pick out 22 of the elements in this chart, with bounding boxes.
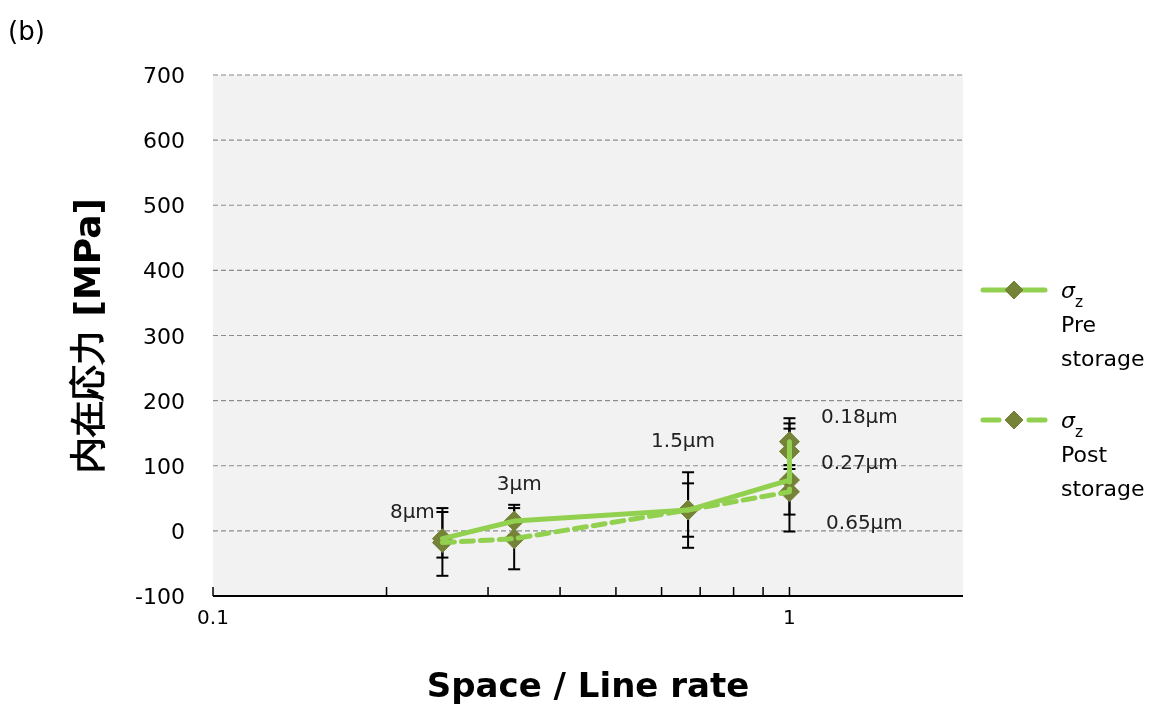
x-tick-label: 1 xyxy=(783,605,796,629)
annotation: 0.18μm xyxy=(821,403,898,428)
legend-label: σ$_{z}$ Post storage xyxy=(1061,408,1145,501)
y-tick-label: -100 xyxy=(135,584,185,609)
y-tick-label: 500 xyxy=(143,193,185,219)
legend-label: σ$_{z}$ Pre storage xyxy=(1061,278,1145,371)
y-tick-label: 300 xyxy=(143,323,185,349)
annotation: 0.27μm xyxy=(821,450,898,475)
chart-title: (b) xyxy=(8,16,45,46)
y-tick-label: 400 xyxy=(143,258,185,284)
y-axis-title: 内在応力 [MPa] xyxy=(67,198,108,473)
y-tick-label: 200 xyxy=(143,388,185,414)
y-tick-label: 600 xyxy=(143,128,185,154)
annotation: 0.65μm xyxy=(826,509,903,534)
x-tick-label: 0.1 xyxy=(197,605,229,629)
y-tick-label: 0 xyxy=(171,518,185,544)
x-axis-title: Space / Line rate xyxy=(426,665,750,705)
annotation: 1.5μm xyxy=(651,428,716,453)
annotation: 3μm xyxy=(496,471,542,496)
y-tick-label: 100 xyxy=(143,453,185,479)
annotation: 8μm xyxy=(389,498,435,523)
y-tick-label: 700 xyxy=(143,63,185,88)
